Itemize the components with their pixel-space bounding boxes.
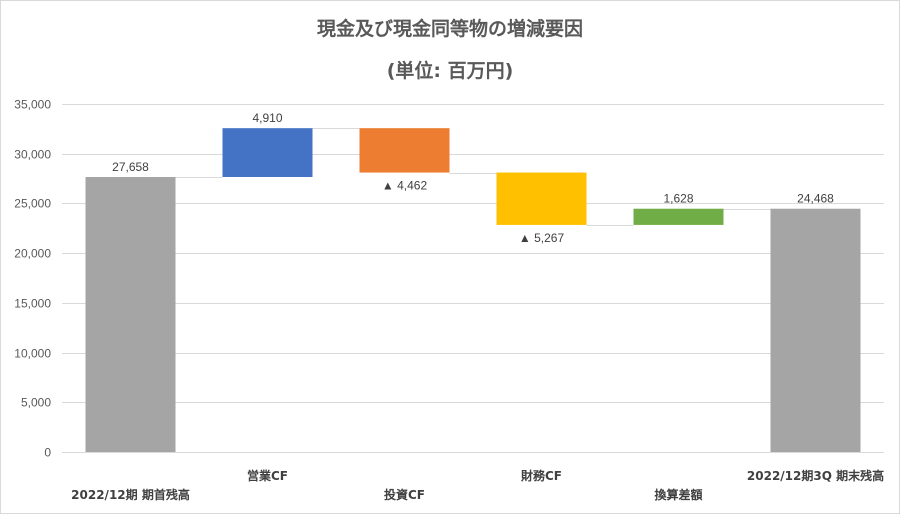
y-tick-label: 10,000 [14,347,51,361]
data-label: 27,658 [112,160,149,174]
x-category-label: 財務CF [520,468,562,483]
y-tick-label: 35,000 [14,98,51,112]
y-tick-label: 30,000 [14,148,51,162]
data-label: 4,910 [252,111,282,125]
y-tick-label: 5,000 [21,396,51,410]
x-category-label: 2022/12期3Q 期末残高 [747,468,884,483]
bar-5 [633,208,724,225]
bar-1 [85,177,176,452]
data-label: ▲ 5,267 [519,231,565,245]
data-label: 24,468 [797,192,834,206]
bar-4 [496,172,587,225]
bar-2 [222,128,313,178]
y-tick-label: 25,000 [14,197,51,211]
chart-title: 現金及び現金同等物の増減要因 [316,18,583,40]
data-label: 1,628 [663,192,693,206]
x-category-label: 営業CF [247,468,288,483]
x-category-label: 投資CF [384,487,425,502]
bar-6 [770,208,861,452]
data-label: ▲ 4,462 [382,179,428,193]
y-tick-label: 0 [44,446,51,460]
bar-3 [359,128,450,173]
chart-subtitle: (単位: 百万円) [386,60,514,82]
y-tick-label: 15,000 [14,297,51,311]
x-category-label: 2022/12期 期首残高 [71,487,190,502]
x-category-label: 換算差額 [654,487,702,502]
y-tick-label: 20,000 [14,247,51,261]
